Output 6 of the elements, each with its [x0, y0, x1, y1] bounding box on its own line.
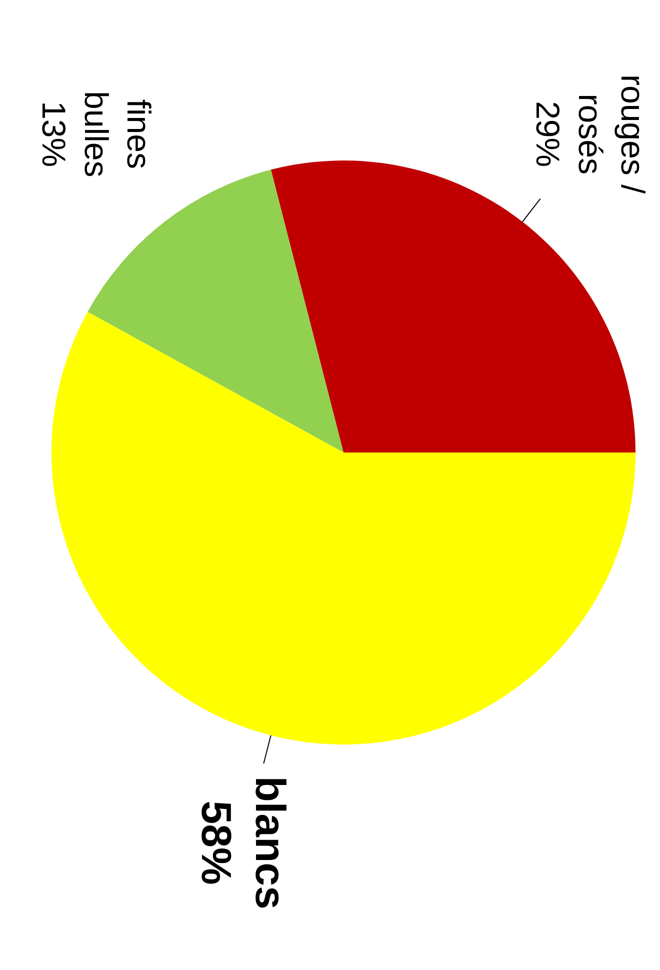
data-label: 58%	[192, 800, 240, 885]
slice-label: rouges / rosés	[572, 74, 652, 195]
slice-label: fines bulles	[78, 90, 158, 178]
slice-label: blancs	[246, 776, 294, 910]
data-label: 29%	[529, 101, 566, 168]
data-label: 13%	[35, 101, 72, 168]
